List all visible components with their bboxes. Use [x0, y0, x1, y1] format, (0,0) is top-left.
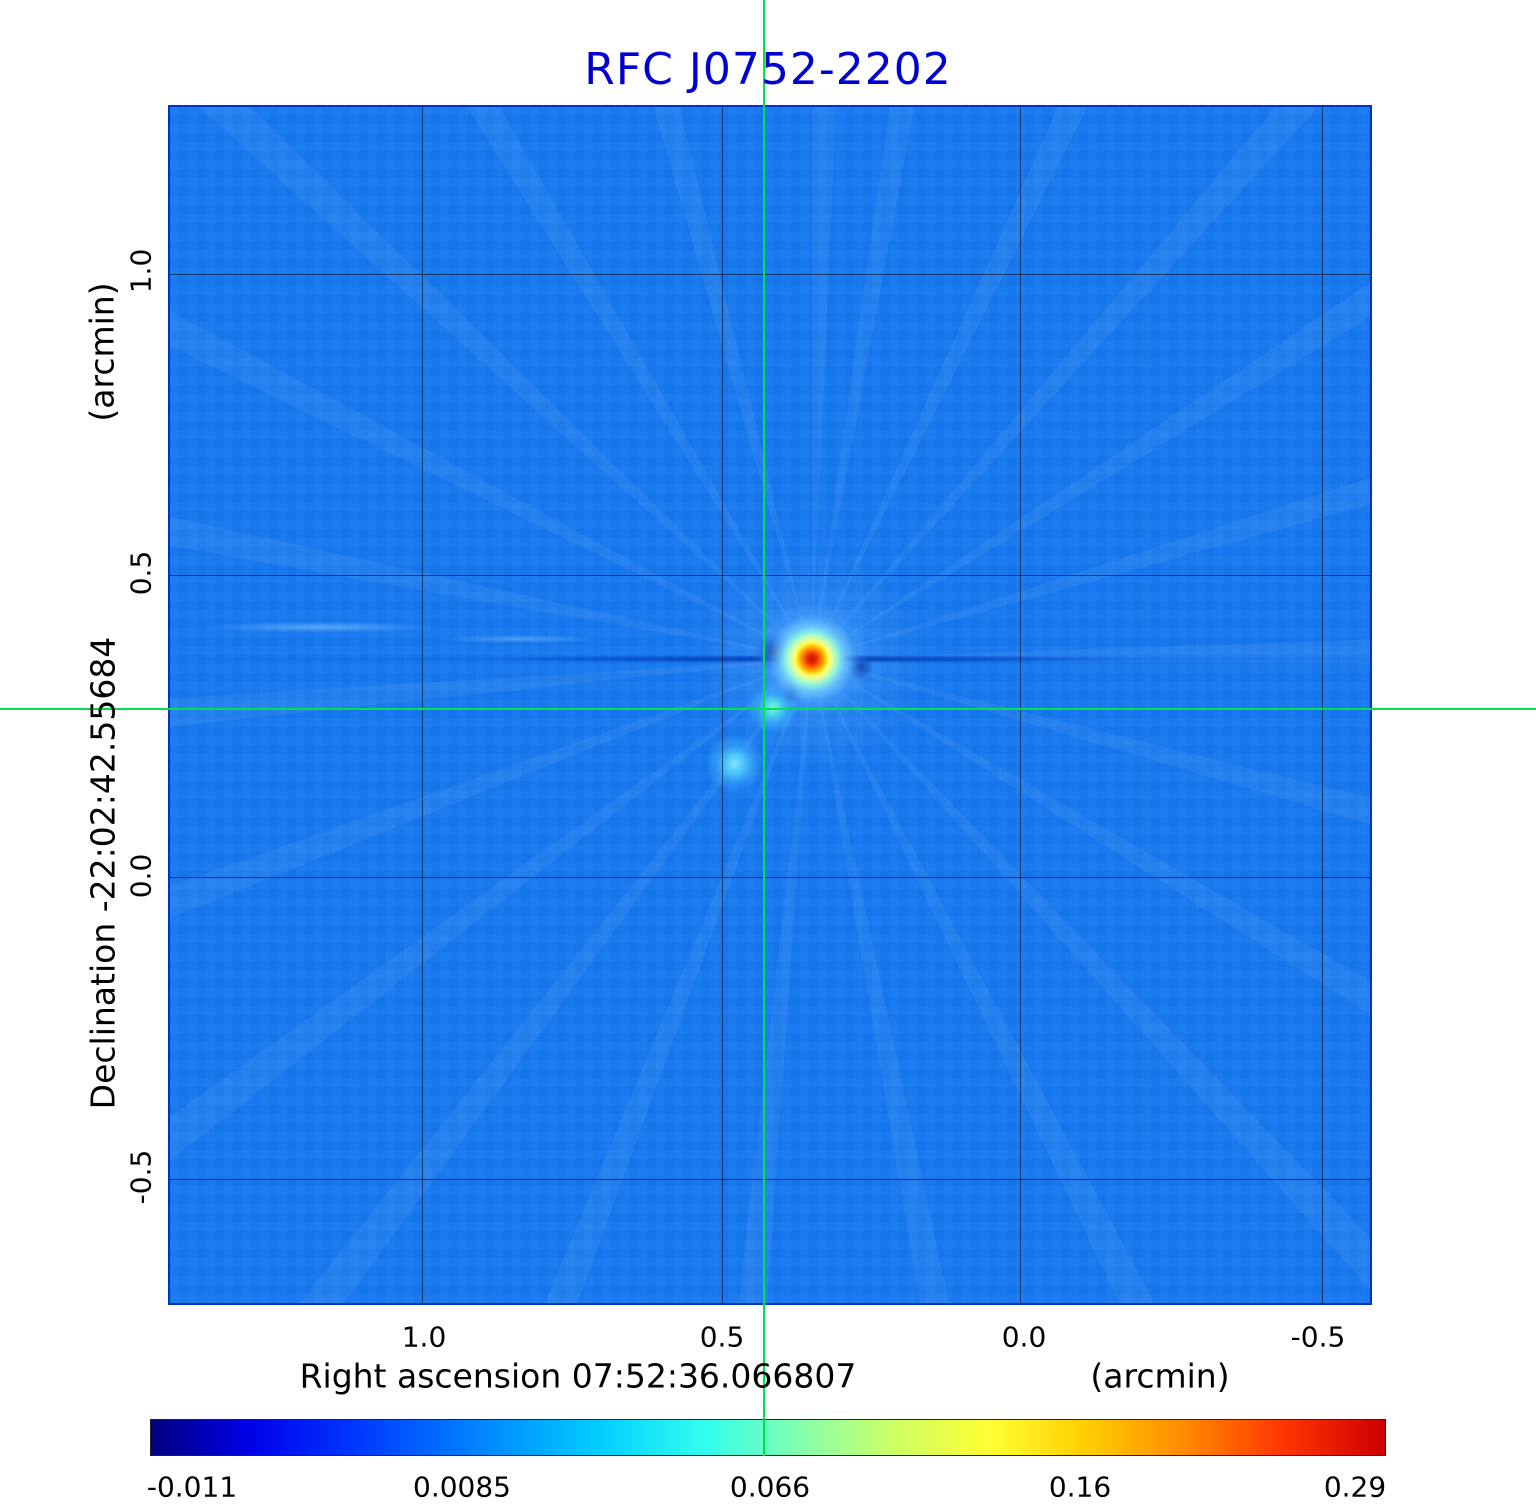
- grid-line-vertical: [1322, 107, 1323, 1303]
- colorbar-tick-label: 0.0085: [413, 1470, 511, 1504]
- y-axis-unit-label: (arcmin): [82, 282, 122, 422]
- colorbar-tick-label: 0.066: [729, 1470, 811, 1504]
- grid-line-horizontal: [170, 575, 1370, 576]
- x-axis-unit-label: (arcmin): [1090, 1356, 1230, 1396]
- grid-line-vertical: [422, 107, 423, 1303]
- grid-line-horizontal: [170, 1179, 1370, 1180]
- y-axis-label: Declination -22:02:42.55684: [83, 636, 123, 1110]
- colorbar-tick-label: -0.011: [146, 1470, 238, 1504]
- x-tick-label: 0.5: [699, 1320, 745, 1354]
- image-map: [170, 107, 1370, 1303]
- plot-frame: [168, 105, 1372, 1305]
- colorbar-tick-label: 0.16: [1048, 1470, 1112, 1504]
- grid-line-vertical: [722, 107, 723, 1303]
- y-tick-label: 0.0: [124, 853, 158, 899]
- plot-title: RFC J0752-2202: [584, 44, 952, 95]
- colorbar-tick-label: 0.29: [1323, 1470, 1387, 1504]
- y-tick-label: 1.0: [124, 248, 158, 294]
- y-tick-label: -0.5: [124, 1149, 158, 1205]
- grid-line-vertical: [1020, 107, 1021, 1303]
- crosshair-vertical-line: [763, 0, 765, 1456]
- grid-line-horizontal: [170, 274, 1370, 275]
- colorbar: [150, 1419, 1386, 1456]
- x-tick-label: -0.5: [1290, 1320, 1346, 1354]
- crosshair-horizontal-line: [0, 708, 1536, 710]
- grid-line-horizontal: [170, 877, 1370, 878]
- y-tick-label: 0.5: [124, 550, 158, 596]
- x-tick-label: 0.0: [1001, 1320, 1047, 1354]
- x-tick-label: 1.0: [401, 1320, 447, 1354]
- x-axis-label: Right ascension 07:52:36.066807: [299, 1356, 857, 1396]
